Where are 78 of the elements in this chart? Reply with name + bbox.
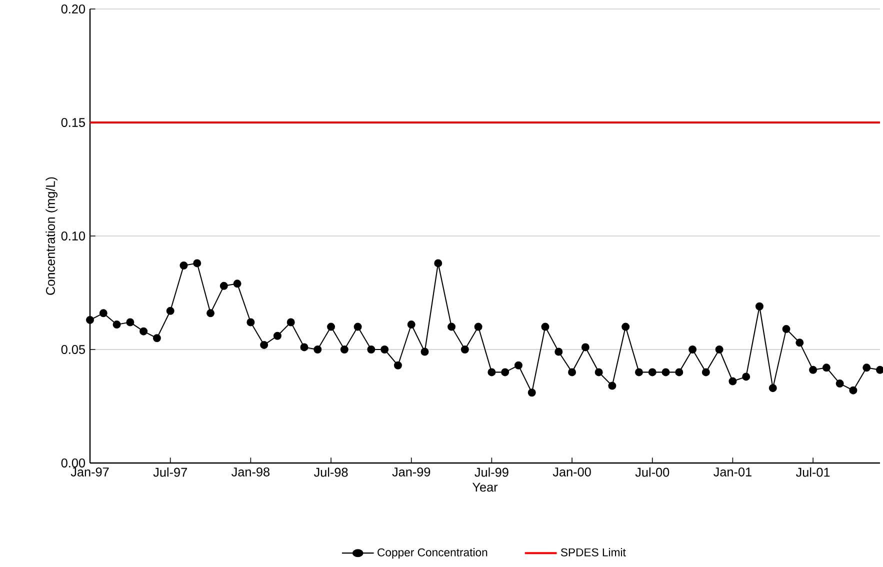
- point: [140, 327, 148, 336]
- point: [286, 318, 295, 326]
- point: [394, 361, 402, 370]
- y-axis-title: Concentration (mg/L): [46, 177, 58, 295]
- x-tick-label: Jan-00: [552, 467, 591, 476]
- point: [193, 259, 202, 268]
- point: [742, 372, 750, 381]
- y-tick-label: 0.20: [61, 4, 86, 14]
- point: [501, 368, 510, 376]
- point: [314, 345, 322, 354]
- point: [300, 343, 308, 352]
- point: [166, 306, 174, 315]
- point: [702, 368, 710, 376]
- point: [420, 348, 429, 356]
- point: [634, 368, 643, 376]
- point: [327, 322, 336, 331]
- point: [608, 382, 616, 390]
- x-tick-label: Jan-98: [232, 467, 270, 476]
- point: [152, 334, 161, 342]
- point: [474, 322, 482, 331]
- point: [488, 368, 496, 376]
- point: [688, 345, 697, 354]
- x-tick-label: Jul-00: [635, 467, 670, 477]
- point: [648, 368, 656, 376]
- point: [768, 384, 777, 392]
- point: [662, 368, 670, 376]
- point: [340, 345, 348, 354]
- point: [528, 388, 536, 397]
- point: [728, 377, 737, 386]
- point: [180, 261, 188, 270]
- point: [849, 386, 858, 394]
- point: [99, 309, 108, 318]
- x-tick-label: Jul-97: [153, 467, 187, 477]
- point: [594, 368, 603, 376]
- point: [206, 309, 215, 318]
- x-tick-label: Jan-01: [714, 467, 752, 476]
- point: [460, 345, 469, 354]
- point: [796, 338, 804, 347]
- legend-label: Copper Concentration: [378, 548, 488, 559]
- x-tick-label: Jan-99: [392, 467, 430, 476]
- point: [434, 259, 442, 268]
- point: [448, 322, 456, 331]
- x-tick-label: Jan-97: [70, 467, 109, 476]
- point: [568, 368, 576, 376]
- x-axis-title: Year: [472, 482, 498, 492]
- point: [755, 302, 764, 310]
- x-tick-label: Jul-99: [474, 467, 508, 477]
- point: [354, 322, 362, 331]
- point: [260, 340, 268, 349]
- point: [233, 280, 242, 288]
- point: [715, 345, 724, 354]
- point: [407, 320, 416, 329]
- point: [862, 364, 871, 372]
- point: [782, 325, 790, 334]
- point: [836, 380, 844, 388]
- point: [514, 361, 522, 370]
- y-tick-label: 0.15: [61, 118, 85, 127]
- point: [112, 320, 121, 329]
- point: [809, 366, 818, 374]
- point: [367, 345, 376, 354]
- legend-label: SPDES Limit: [560, 548, 626, 556]
- x-tick-label: Jul-01: [796, 467, 830, 477]
- point: [622, 322, 630, 331]
- point: [246, 318, 255, 326]
- point: [126, 318, 134, 326]
- point: [380, 345, 389, 354]
- point: [554, 348, 563, 356]
- point: [86, 316, 94, 324]
- y-tick-label: 0.10: [61, 232, 86, 240]
- x-tick-label: Jul-98: [314, 467, 348, 477]
- point: [220, 282, 228, 290]
- point: [675, 368, 684, 376]
- point: [581, 343, 590, 352]
- point: [822, 364, 830, 372]
- point: [541, 322, 550, 331]
- y-tick-label: 0.00: [61, 458, 86, 468]
- point: [273, 332, 282, 340]
- y-tick-label: 0.05: [61, 345, 85, 354]
